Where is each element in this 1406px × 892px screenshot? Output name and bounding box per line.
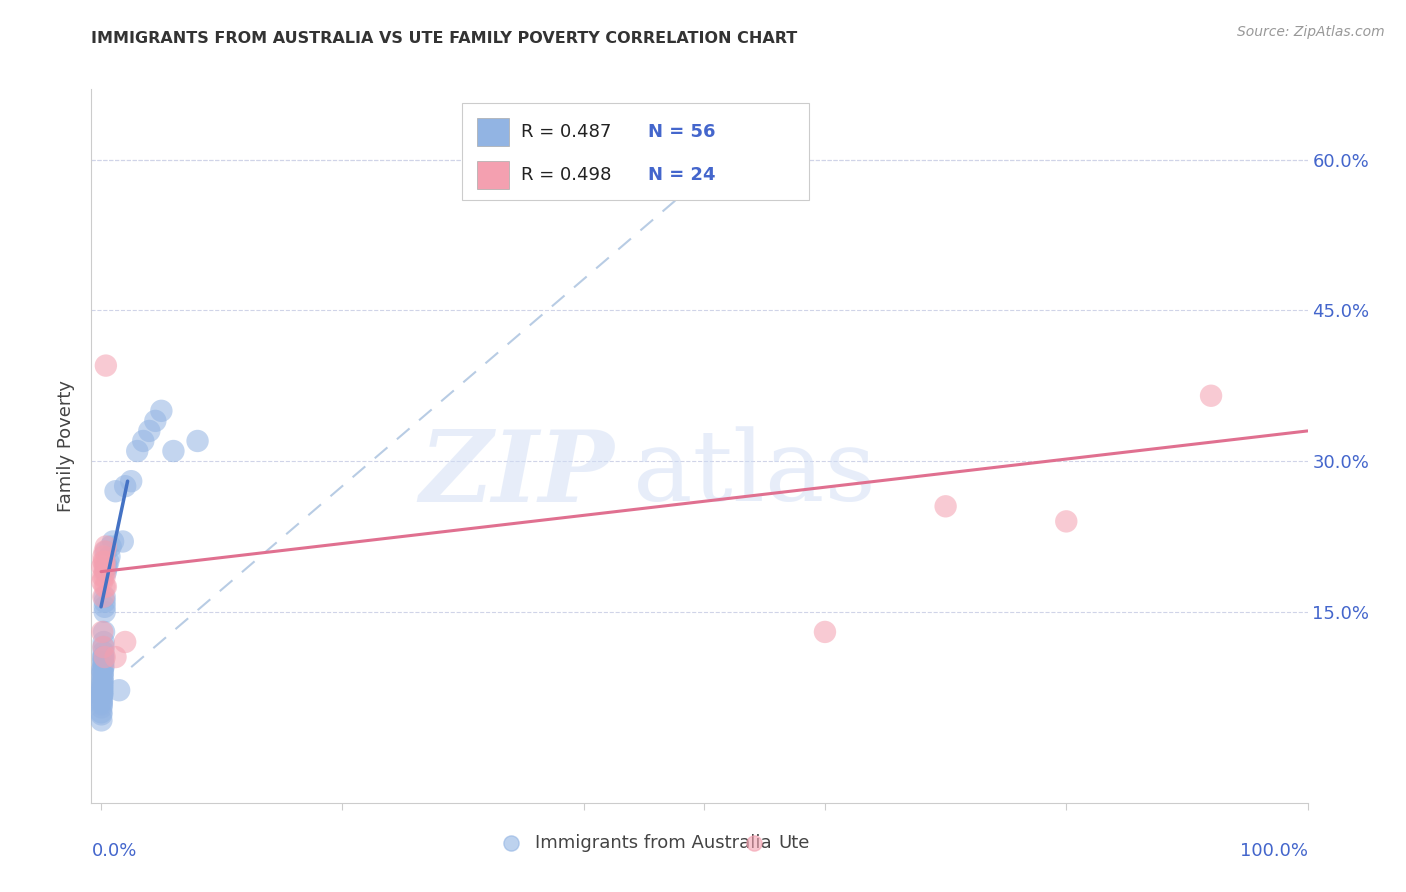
Point — [93, 599, 115, 614]
Point — [150, 404, 173, 418]
Point — [93, 590, 115, 604]
Point — [93, 565, 115, 579]
Point — [93, 650, 115, 665]
Point — [91, 574, 114, 589]
Point — [93, 559, 115, 574]
Point — [814, 624, 837, 639]
Point — [114, 635, 136, 649]
Point — [93, 660, 115, 674]
Text: Ute: Ute — [779, 835, 810, 853]
Point — [90, 707, 112, 722]
Point — [90, 687, 112, 701]
Point — [91, 685, 114, 699]
Point — [94, 580, 117, 594]
Point — [91, 559, 114, 574]
Point — [93, 655, 115, 669]
Point — [132, 434, 155, 448]
Point — [94, 540, 117, 554]
FancyBboxPatch shape — [477, 161, 509, 189]
Text: atlas: atlas — [633, 426, 876, 523]
Point — [93, 555, 115, 569]
Point — [101, 534, 124, 549]
Point — [127, 444, 149, 458]
Point — [96, 559, 118, 574]
Point — [91, 670, 114, 684]
Point — [935, 500, 957, 514]
Text: N = 56: N = 56 — [648, 123, 716, 141]
Point — [91, 687, 114, 701]
Point — [93, 605, 115, 619]
Text: Immigrants from Australia: Immigrants from Australia — [536, 835, 772, 853]
Point — [94, 544, 117, 558]
Point — [91, 683, 114, 698]
Point — [94, 359, 117, 373]
Point — [93, 555, 115, 569]
Point — [91, 681, 114, 696]
Point — [91, 680, 114, 694]
Point — [93, 549, 115, 564]
Point — [98, 549, 121, 564]
Point — [93, 650, 115, 665]
Point — [100, 540, 122, 554]
Point — [90, 693, 112, 707]
Point — [93, 569, 115, 583]
Point — [91, 667, 114, 681]
Point — [111, 534, 134, 549]
Point — [1054, 515, 1077, 529]
Point — [120, 474, 142, 488]
Text: R = 0.498: R = 0.498 — [520, 166, 612, 184]
Text: ZIP: ZIP — [419, 426, 614, 523]
Point — [114, 479, 136, 493]
Point — [93, 590, 115, 604]
Point — [90, 698, 112, 712]
Point — [90, 690, 112, 705]
Text: N = 24: N = 24 — [648, 166, 716, 184]
Point — [91, 624, 114, 639]
Point — [93, 595, 115, 609]
Point — [93, 580, 115, 594]
Point — [93, 640, 115, 654]
Point — [91, 650, 114, 665]
Point — [91, 660, 114, 674]
Point — [94, 565, 117, 579]
Point — [91, 675, 114, 690]
Text: 100.0%: 100.0% — [1240, 842, 1308, 860]
Point — [717, 153, 740, 167]
Point — [93, 645, 115, 659]
Point — [91, 655, 114, 669]
Text: IMMIGRANTS FROM AUSTRALIA VS UTE FAMILY POVERTY CORRELATION CHART: IMMIGRANTS FROM AUSTRALIA VS UTE FAMILY … — [91, 31, 797, 46]
Point — [506, 813, 529, 827]
Point — [1199, 389, 1222, 403]
Point — [90, 695, 112, 709]
Point — [91, 677, 114, 691]
Point — [108, 683, 131, 698]
Y-axis label: Family Poverty: Family Poverty — [58, 380, 76, 512]
Point — [93, 635, 115, 649]
Point — [97, 555, 120, 569]
Point — [187, 434, 209, 448]
Point — [162, 444, 184, 458]
Point — [91, 569, 114, 583]
Point — [104, 484, 127, 499]
Text: R = 0.487: R = 0.487 — [520, 123, 612, 141]
FancyBboxPatch shape — [463, 103, 808, 200]
Point — [94, 559, 117, 574]
Point — [91, 665, 114, 680]
Point — [104, 650, 127, 665]
FancyBboxPatch shape — [477, 118, 509, 146]
Text: Source: ZipAtlas.com: Source: ZipAtlas.com — [1237, 25, 1385, 39]
Point — [93, 544, 115, 558]
Text: 0.0%: 0.0% — [91, 842, 136, 860]
Point — [90, 700, 112, 714]
Point — [143, 414, 166, 428]
Point — [90, 706, 112, 720]
Point — [93, 640, 115, 654]
Point — [93, 624, 115, 639]
Point — [748, 813, 770, 827]
Point — [90, 714, 112, 728]
Point — [91, 663, 114, 677]
Point — [91, 673, 114, 688]
Point — [138, 424, 160, 438]
